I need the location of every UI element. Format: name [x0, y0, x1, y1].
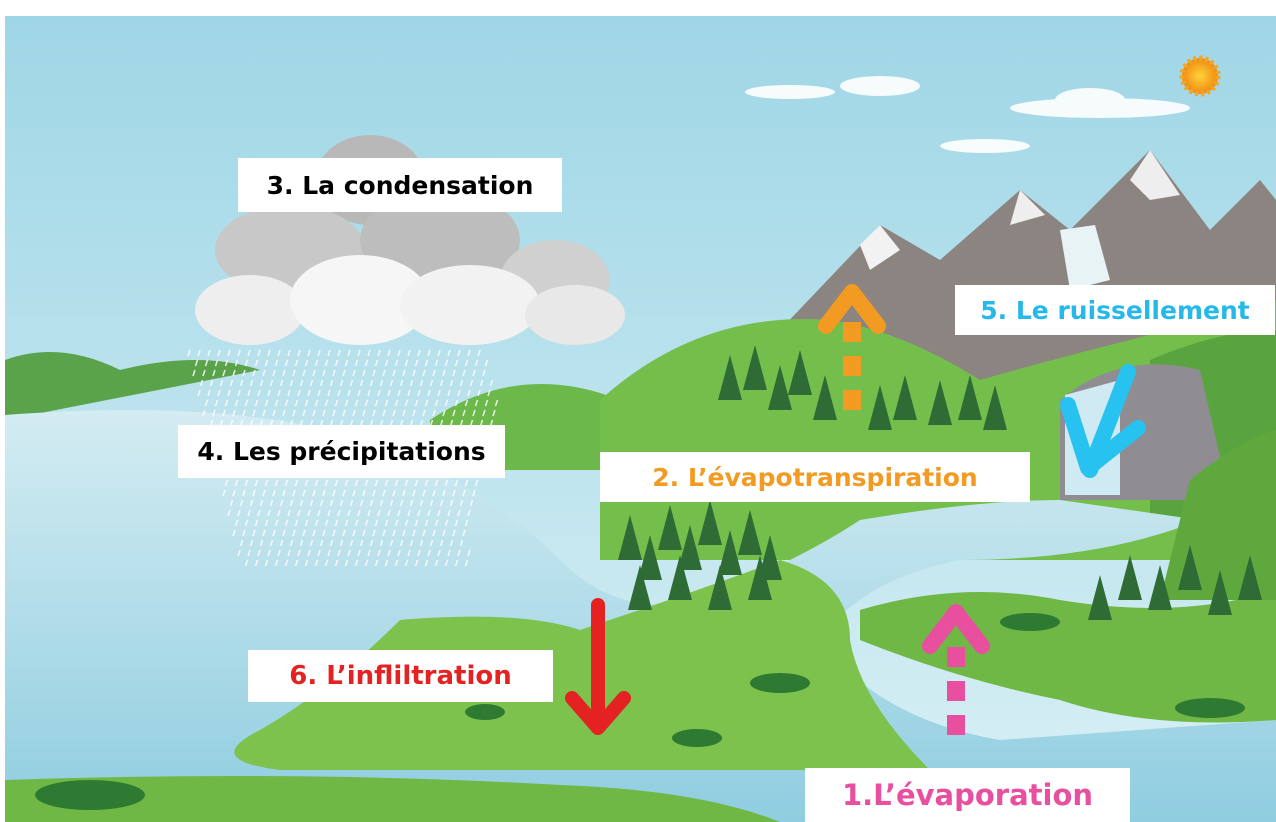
sky-clouds-part — [745, 85, 835, 99]
label-infiltration: 6. L’infliltration — [248, 650, 553, 702]
sky-clouds-part — [840, 76, 920, 96]
label-condensation: 3. La condensation — [238, 158, 562, 212]
bushes-part — [1000, 613, 1060, 631]
label-evapotranspiration: 2. L’évapotranspiration — [600, 452, 1030, 502]
storm-cloud-part — [195, 275, 305, 345]
label-precipitations: 4. Les précipitations — [178, 425, 505, 478]
bushes-part — [672, 729, 722, 747]
sky-clouds-part — [1055, 88, 1125, 112]
bushes-part — [750, 673, 810, 693]
storm-cloud-part — [525, 285, 625, 345]
label-ruissellement: 5. Le ruissellement — [955, 285, 1275, 335]
label-evaporation: 1.L’évaporation — [805, 768, 1130, 822]
scene — [0, 0, 1276, 822]
bushes-part — [465, 704, 505, 720]
bushes-part — [1175, 698, 1245, 718]
storm-cloud-part — [400, 265, 540, 345]
page: 3. La condensation 4. Les précipitations… — [0, 0, 1276, 822]
sun — [1182, 58, 1218, 94]
sun-part — [1182, 58, 1218, 94]
bushes-part — [35, 780, 145, 810]
sky-clouds-part — [940, 139, 1030, 153]
